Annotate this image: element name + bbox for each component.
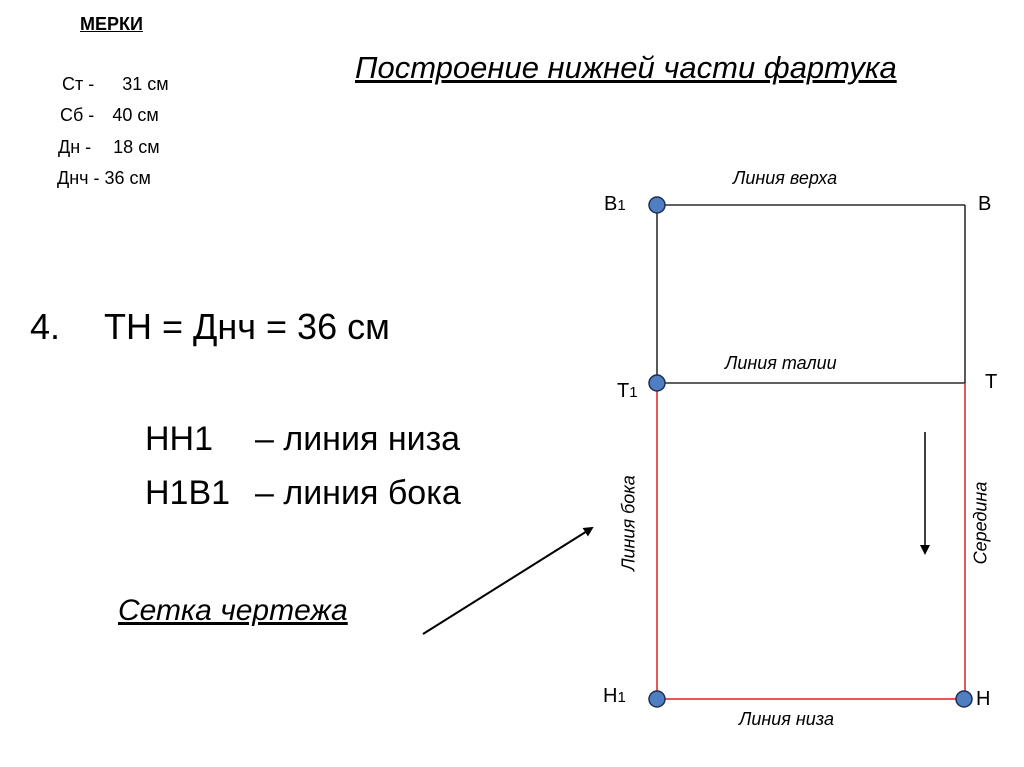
definition-bottom-line: НН1 – линия низа bbox=[145, 420, 460, 459]
step-formula: 4. ТН = Днч = 36 см bbox=[30, 306, 390, 348]
point-h1-icon bbox=[648, 690, 666, 708]
point-letter: Н bbox=[976, 688, 991, 710]
point-label-h1: Н1 bbox=[603, 685, 626, 708]
label-middle-line: Середина bbox=[970, 481, 991, 565]
definition-text: – линия низа bbox=[255, 420, 461, 458]
point-subscript: 1 bbox=[617, 197, 626, 214]
measurement-value: 18 см bbox=[113, 137, 160, 157]
point-label-t1: Т1 bbox=[617, 380, 638, 403]
measurement-value: 36 см bbox=[104, 168, 151, 188]
measurement-dnch: Днч - 36 см bbox=[57, 168, 151, 189]
definition-code: НН1 bbox=[145, 420, 214, 458]
measurement-value: 31 см bbox=[122, 74, 169, 94]
measurement-label: Сб - bbox=[60, 105, 95, 125]
slide-title: Построение нижней части фартука bbox=[355, 50, 897, 85]
point-letter: Т bbox=[985, 371, 998, 393]
grid-caption: Сетка чертежа bbox=[118, 594, 348, 627]
measurement-value: 40 см bbox=[112, 105, 159, 125]
measurement-st: Ст - 31 см bbox=[62, 74, 169, 95]
measurement-label: Днч - bbox=[57, 168, 100, 188]
point-t1-icon bbox=[648, 374, 666, 392]
step-number: 4. bbox=[30, 306, 61, 347]
measurement-label: Дн - bbox=[58, 137, 92, 157]
measurement-dn: Дн - 18 см bbox=[58, 137, 160, 158]
point-h-icon bbox=[955, 690, 973, 708]
label-side-line: Линия бока bbox=[618, 475, 639, 571]
measurements-title: МЕРКИ bbox=[80, 14, 143, 34]
point-label-b: В bbox=[978, 193, 991, 216]
point-letter: Т bbox=[617, 380, 630, 402]
formula-text: ТН = Днч = 36 см bbox=[104, 306, 390, 347]
measurement-label: Ст - bbox=[62, 74, 95, 94]
point-subscript: 1 bbox=[629, 384, 638, 401]
measurement-sb: Сб - 40 см bbox=[60, 105, 159, 126]
point-letter: В bbox=[978, 193, 992, 215]
definition-code: Н1В1 bbox=[145, 474, 231, 512]
point-subscript: 1 bbox=[617, 689, 626, 706]
point-letter: В bbox=[604, 193, 618, 215]
label-waist-line: Линия талии bbox=[725, 353, 837, 373]
point-letter: Н bbox=[603, 685, 618, 707]
pointer-arrow-icon bbox=[422, 526, 594, 635]
point-label-b1: В1 bbox=[604, 193, 626, 216]
label-bottom-line: Линия низа bbox=[739, 709, 834, 729]
point-label-h: Н bbox=[976, 688, 990, 711]
definition-text: – линия бока bbox=[255, 474, 461, 512]
point-label-t: Т bbox=[985, 371, 997, 394]
definition-side-line: Н1В1 – линия бока bbox=[145, 474, 461, 513]
label-top-line: Линия верха bbox=[733, 168, 838, 188]
point-b1-icon bbox=[648, 196, 666, 214]
